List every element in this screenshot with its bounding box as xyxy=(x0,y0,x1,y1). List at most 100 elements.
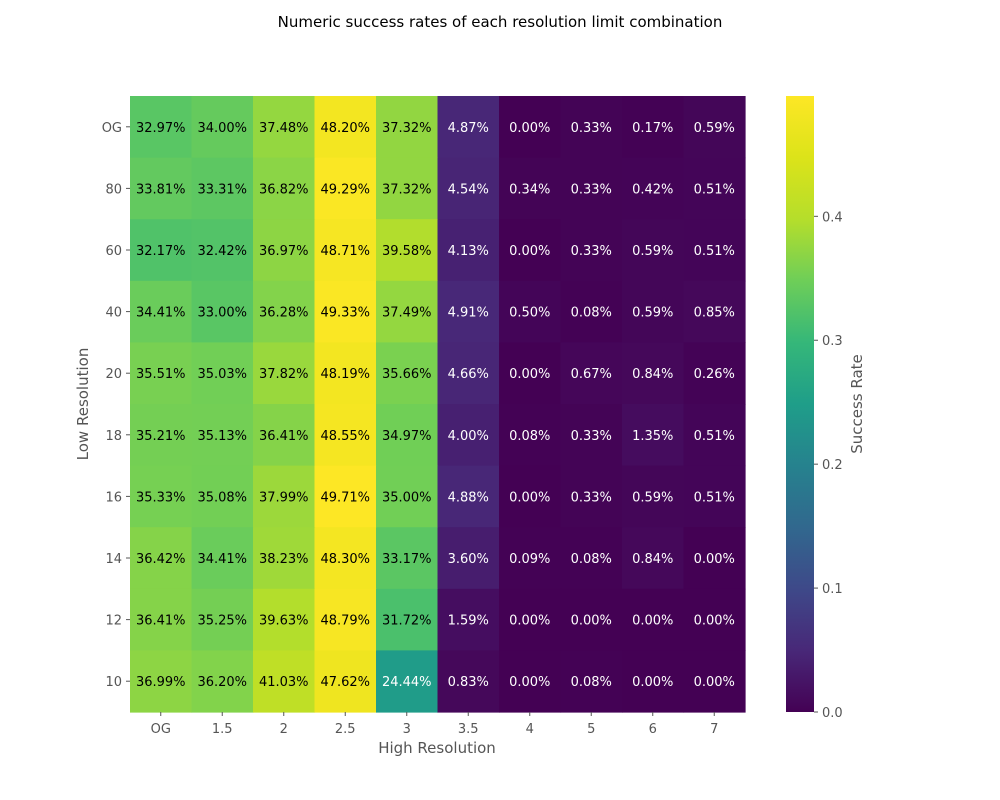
heatmap-cell xyxy=(376,588,439,651)
heatmap-cell xyxy=(191,96,254,159)
heatmap-cell xyxy=(622,588,685,651)
heatmap-cell xyxy=(130,219,193,282)
cell-value-label: 49.71% xyxy=(320,490,370,505)
cell-value-label: 3.60% xyxy=(448,552,489,567)
heatmap-cell xyxy=(622,527,685,590)
cell-value-label: 0.00% xyxy=(509,614,550,629)
heatmap-cell xyxy=(253,219,316,282)
cell-value-label: 0.85% xyxy=(694,306,735,321)
heatmap-cell xyxy=(560,465,623,528)
cell-value-label: 0.09% xyxy=(509,552,550,567)
x-tick-label: 4 xyxy=(526,722,534,737)
heatmap-cell xyxy=(191,219,254,282)
cell-value-label: 0.00% xyxy=(571,614,612,629)
x-tick-label: 3.5 xyxy=(458,722,479,737)
heatmap-cell xyxy=(683,96,746,159)
heatmap-cell-labels: 32.97% 34.00% 37.48% 48.20% 37.32% 4.87% 0.00%… xyxy=(136,121,735,690)
cell-value-label: 33.81% xyxy=(136,182,186,197)
colorbar-tick-label: 0.3 xyxy=(822,334,843,349)
heatmap-cell xyxy=(499,527,562,590)
cell-value-label: 48.55% xyxy=(320,429,370,444)
y-tick-label: 60 xyxy=(105,244,122,259)
colorbar-tick-label: 0.4 xyxy=(822,210,843,225)
cell-value-label: 0.84% xyxy=(632,552,673,567)
cell-value-label: 0.59% xyxy=(632,490,673,505)
heatmap-cell xyxy=(376,650,439,713)
heatmap-cell xyxy=(253,588,316,651)
cell-value-label: 4.66% xyxy=(448,367,489,382)
y-tick-label: OG xyxy=(102,121,122,136)
cell-value-label: 37.99% xyxy=(259,490,309,505)
heatmap-cell xyxy=(191,404,254,467)
colorbar-ticks: 0.0 0.1 0.2 0.3 0.4 xyxy=(814,210,843,721)
x-tick-label: 6 xyxy=(649,722,657,737)
y-axis-ticks: OG 80 60 40 20 18 16 14 12 10 xyxy=(102,121,130,690)
cell-value-label: 0.00% xyxy=(694,675,735,690)
cell-value-label: 0.34% xyxy=(509,182,550,197)
cell-value-label: 0.17% xyxy=(632,121,673,136)
cell-value-label: 39.63% xyxy=(259,614,309,629)
heatmap-cell xyxy=(376,157,439,220)
cell-value-label: 24.44% xyxy=(382,675,432,690)
x-tick-label: 5 xyxy=(587,722,595,737)
cell-value-label: 36.99% xyxy=(136,675,186,690)
x-tick-label: OG xyxy=(151,722,171,737)
cell-value-label: 38.23% xyxy=(259,552,309,567)
cell-value-label: 36.41% xyxy=(136,614,186,629)
heatmap-cell xyxy=(191,527,254,590)
cell-value-label: 0.50% xyxy=(509,306,550,321)
heatmap-cell xyxy=(314,96,377,159)
heatmap-cell xyxy=(314,588,377,651)
heatmap-cell xyxy=(314,404,377,467)
x-tick-label: 7 xyxy=(710,722,718,737)
heatmap-cell xyxy=(130,588,193,651)
cell-value-label: 0.00% xyxy=(509,675,550,690)
heatmap-cell xyxy=(130,404,193,467)
heatmap-cell xyxy=(437,527,500,590)
cell-value-label: 49.33% xyxy=(320,306,370,321)
heatmap-cell xyxy=(683,404,746,467)
y-tick-label: 80 xyxy=(105,182,122,197)
cell-value-label: 31.72% xyxy=(382,614,432,629)
cell-value-label: 48.79% xyxy=(320,614,370,629)
heatmap-cell xyxy=(683,219,746,282)
heatmap-cell xyxy=(253,342,316,405)
cell-value-label: 4.13% xyxy=(448,244,489,259)
heatmap-cell xyxy=(253,280,316,343)
cell-value-label: 34.41% xyxy=(197,552,247,567)
cell-value-label: 0.83% xyxy=(448,675,489,690)
heatmap-cell xyxy=(499,404,562,467)
cell-value-label: 1.59% xyxy=(448,614,489,629)
heatmap-cell xyxy=(622,219,685,282)
cell-value-label: 36.20% xyxy=(197,675,247,690)
cell-value-label: 34.41% xyxy=(136,306,186,321)
cell-value-label: 4.54% xyxy=(448,182,489,197)
cell-value-label: 1.35% xyxy=(632,429,673,444)
cell-value-label: 0.51% xyxy=(694,429,735,444)
cell-value-label: 0.00% xyxy=(509,244,550,259)
heatmap-cell xyxy=(376,404,439,467)
cell-value-label: 4.87% xyxy=(448,121,489,136)
heatmap-cell xyxy=(499,96,562,159)
x-tick-label: 3 xyxy=(403,722,411,737)
heatmap-cell xyxy=(376,280,439,343)
heatmap-cell xyxy=(376,96,439,159)
heatmap-cell xyxy=(560,650,623,713)
cell-value-label: 35.21% xyxy=(136,429,186,444)
cell-value-label: 0.51% xyxy=(694,182,735,197)
cell-value-label: 0.08% xyxy=(571,675,612,690)
cell-value-label: 0.84% xyxy=(632,367,673,382)
y-tick-label: 16 xyxy=(105,490,122,505)
cell-value-label: 34.97% xyxy=(382,429,432,444)
heatmap-cell xyxy=(191,280,254,343)
heatmap-cell xyxy=(253,96,316,159)
cell-value-label: 4.00% xyxy=(448,429,489,444)
heatmap-cell xyxy=(376,465,439,528)
heatmap-cell xyxy=(437,588,500,651)
x-axis-ticks: OG 1.5 2 2.5 3 3.5 4 5 6 7 xyxy=(151,712,718,737)
cell-value-label: 36.82% xyxy=(259,182,309,197)
heatmap-cell xyxy=(499,219,562,282)
cell-value-label: 48.20% xyxy=(320,121,370,136)
colorbar-tick-label: 0.1 xyxy=(822,582,843,597)
heatmap-cell xyxy=(191,588,254,651)
